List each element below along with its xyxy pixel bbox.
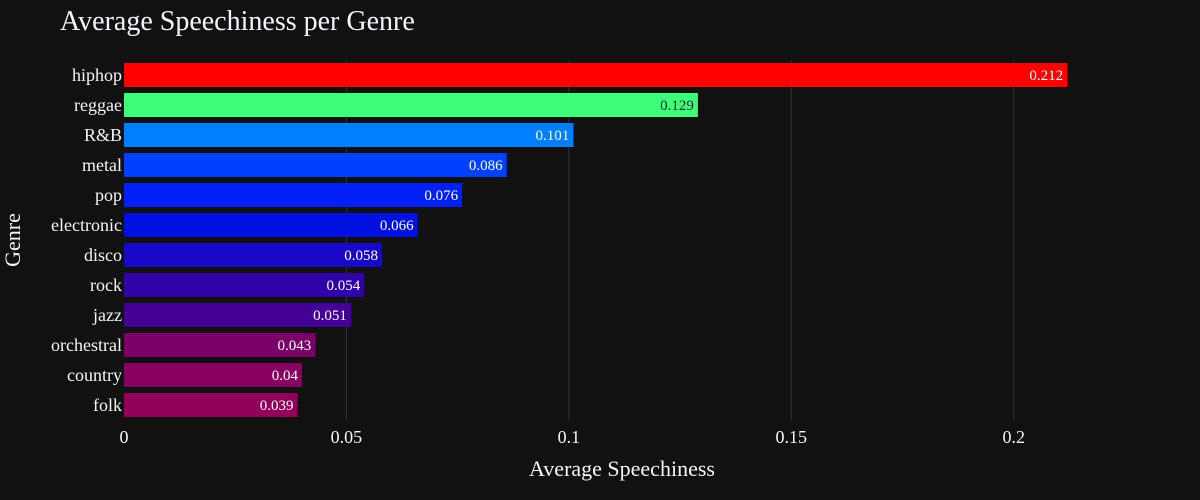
bar-value-label: 0.066 bbox=[380, 218, 414, 234]
bar-r-b bbox=[124, 123, 574, 147]
bar-value-label: 0.101 bbox=[536, 128, 570, 144]
x-tick-label: 0.2 bbox=[1002, 427, 1025, 447]
y-tick-label: disco bbox=[84, 245, 122, 265]
bar-value-label: 0.051 bbox=[313, 308, 347, 324]
bar-rock bbox=[124, 273, 365, 297]
y-tick-label: R&B bbox=[84, 125, 122, 145]
bar-value-label: 0.054 bbox=[326, 278, 360, 294]
grid-lines bbox=[345, 60, 1015, 420]
bar-country bbox=[124, 363, 302, 387]
bar-orchestral bbox=[124, 333, 316, 357]
bar-value-label: 0.043 bbox=[278, 338, 312, 354]
chart-title: Average Speechiness per Genre bbox=[60, 6, 415, 37]
x-axis-ticks: 0 0.05 0.1 0.15 0.2 bbox=[120, 427, 1025, 447]
y-tick-label: rock bbox=[90, 275, 122, 295]
y-tick-label: orchestral bbox=[51, 335, 122, 355]
y-tick-label: pop bbox=[95, 185, 122, 205]
x-tick-label: 0.1 bbox=[558, 427, 581, 447]
x-tick-label: 0.15 bbox=[776, 427, 808, 447]
bar-metal bbox=[124, 153, 507, 177]
y-tick-label: hiphop bbox=[72, 65, 122, 85]
bar-jazz bbox=[124, 303, 351, 327]
y-tick-label: country bbox=[67, 365, 122, 385]
y-tick-label: folk bbox=[93, 395, 122, 415]
bar-value-label: 0.212 bbox=[1029, 68, 1063, 84]
bar-value-label: 0.086 bbox=[469, 158, 503, 174]
x-tick-label: 0.05 bbox=[331, 427, 363, 447]
y-tick-label: metal bbox=[82, 155, 122, 175]
bar-value-label: 0.129 bbox=[660, 98, 694, 114]
x-tick-label: 0 bbox=[120, 427, 129, 447]
bars bbox=[124, 63, 1068, 417]
bar-value-label: 0.04 bbox=[272, 368, 299, 384]
y-axis-ticks: hiphop reggae R&B metal pop electronic disco ro… bbox=[51, 65, 122, 415]
bar-disco bbox=[124, 243, 383, 267]
bar-folk bbox=[124, 393, 298, 417]
bar-value-label: 0.058 bbox=[344, 248, 378, 264]
y-tick-label: jazz bbox=[92, 305, 122, 325]
bar-pop bbox=[124, 183, 463, 207]
x-axis-title: Average Speechiness bbox=[529, 456, 715, 481]
y-tick-label: electronic bbox=[51, 215, 122, 235]
y-axis-title: Genre bbox=[0, 213, 25, 267]
bar-electronic bbox=[124, 213, 418, 237]
bar-value-label: 0.039 bbox=[260, 398, 294, 414]
bar-hiphop bbox=[124, 63, 1068, 87]
y-tick-label: reggae bbox=[74, 95, 122, 115]
bar-reggae bbox=[124, 93, 698, 117]
bar-value-label: 0.076 bbox=[424, 188, 458, 204]
